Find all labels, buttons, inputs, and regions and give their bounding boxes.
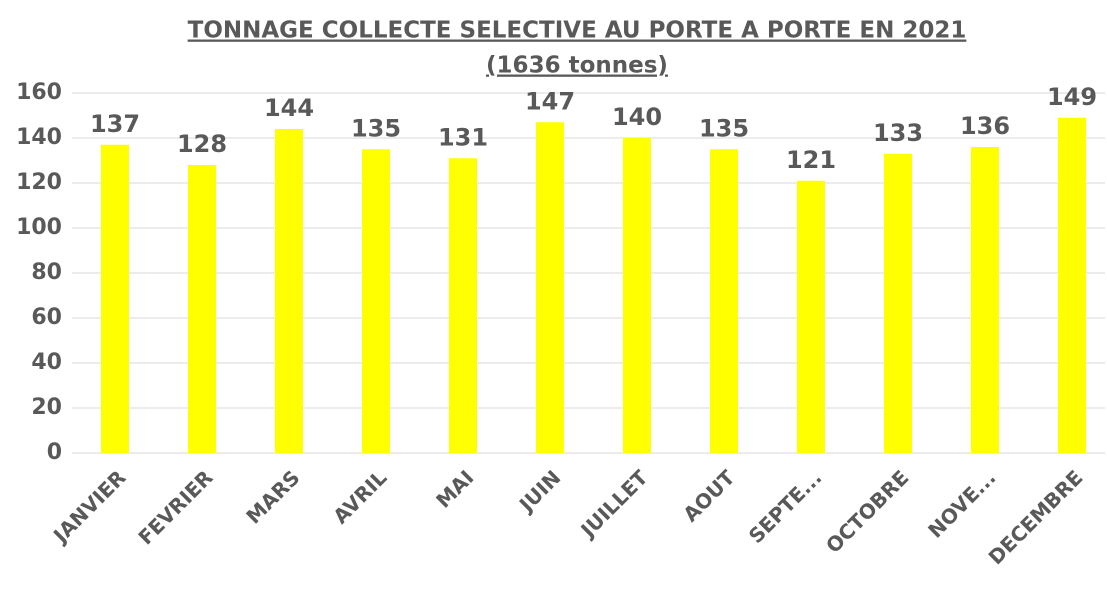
bar [710,149,738,453]
y-tick-label: 20 [31,395,62,420]
bar [188,165,216,453]
bar [536,122,564,453]
chart-title: TONNAGE COLLECTE SELECTIVE AU PORTE A PO… [188,18,967,44]
bar [623,138,651,453]
x-tick-label: AOUT [678,465,739,526]
y-tick-label: 60 [31,305,62,330]
x-tick-label: JUIN [513,465,565,517]
x-tick-label: JANVIER [47,465,130,548]
x-tick-label: JUILLET [575,465,653,543]
bar [1058,117,1086,453]
y-tick-label: 40 [31,350,62,375]
data-label: 135 [351,114,401,142]
bar [275,129,303,453]
bar [884,153,912,453]
x-tick-label: SEPTE... [744,465,827,548]
data-label: 131 [438,123,488,151]
x-tick-label: NOVE... [923,465,1000,542]
data-label: 149 [1047,83,1097,111]
bar [797,180,825,453]
bar [101,144,129,453]
x-tick-label: AVRIL [328,465,391,528]
chart-subtitle: (1636 tonnes) [486,53,668,79]
data-label: 128 [177,130,227,158]
data-label: 137 [90,110,140,138]
y-tick-label: 80 [31,260,62,285]
x-tick-label: OCTOBRE [821,465,913,557]
data-label: 133 [873,119,923,147]
y-tick-label: 160 [16,80,62,105]
x-tick-label: MARS [241,465,304,528]
y-tick-label: 0 [47,440,62,465]
bar [362,149,390,453]
bar [449,158,477,453]
bar [971,147,999,453]
y-tick-label: 120 [16,170,62,195]
data-label: 140 [612,103,662,131]
x-tick-label: FEVRIER [133,465,217,549]
data-label: 135 [699,114,749,142]
data-label: 121 [786,146,836,174]
x-tick-label: DECEMBRE [984,465,1088,569]
data-label: 147 [525,87,575,115]
y-tick-label: 140 [16,125,62,150]
y-tick-label: 100 [16,215,62,240]
data-label: 136 [960,112,1010,140]
data-label: 144 [264,94,314,122]
x-tick-label: MAI [431,465,478,512]
